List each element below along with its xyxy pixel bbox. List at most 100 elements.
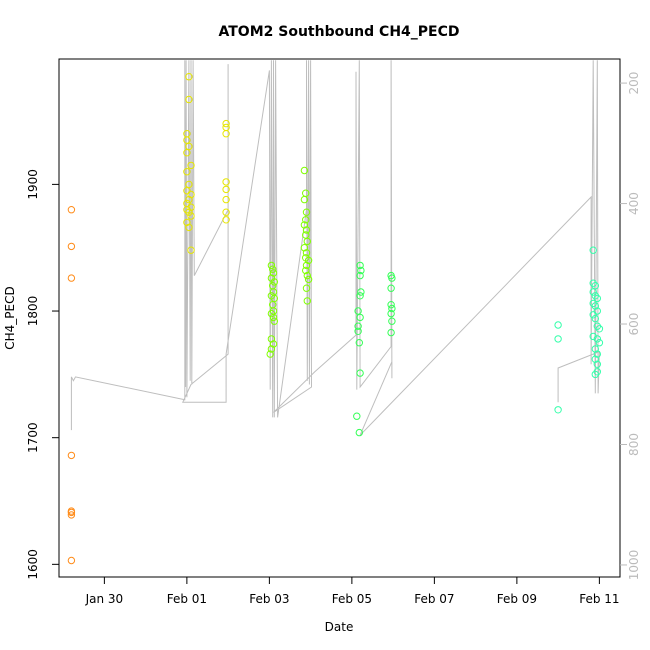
data-point	[593, 335, 601, 343]
data-point	[267, 345, 276, 353]
data-point	[355, 339, 363, 347]
data-point	[303, 271, 311, 280]
data-point	[357, 288, 365, 296]
chart-title: ATOM2 Southbound CH4_PECD	[219, 24, 460, 40]
data-point	[356, 313, 364, 322]
x-axis-label: Date	[325, 620, 354, 634]
data-point	[185, 195, 193, 204]
data-point	[356, 369, 364, 377]
data-point	[183, 218, 191, 227]
data-point	[302, 226, 311, 234]
data-point	[185, 95, 193, 104]
data-point	[554, 406, 562, 414]
y2-tick-label: 1000	[627, 550, 641, 581]
data-point	[304, 256, 313, 265]
data-point	[67, 556, 76, 565]
data-point	[67, 274, 76, 282]
data-point	[387, 309, 395, 318]
data-point	[187, 203, 195, 211]
data-point	[303, 297, 311, 305]
data-point	[591, 314, 599, 323]
data-point	[595, 339, 604, 347]
data-point	[589, 279, 597, 287]
data-point	[300, 195, 309, 204]
data-point	[357, 266, 365, 275]
data-point	[183, 149, 191, 157]
data-point	[591, 282, 599, 290]
data-point	[387, 328, 395, 337]
data-point	[185, 73, 193, 81]
x-tick-label: Feb 01	[167, 592, 207, 606]
data-point	[267, 261, 276, 270]
data-point	[595, 325, 604, 333]
data-point	[354, 327, 362, 335]
data-point	[302, 261, 311, 270]
data-point	[187, 212, 195, 220]
data-point	[591, 355, 599, 363]
data-point	[300, 244, 309, 252]
x-tick-label: Feb 05	[332, 592, 372, 606]
data-point	[269, 265, 277, 273]
data-point	[554, 321, 562, 329]
data-point	[270, 317, 278, 325]
data-point	[185, 223, 193, 232]
data-point	[67, 242, 76, 251]
data-point	[67, 511, 76, 519]
data-point	[267, 335, 276, 343]
x-tick-label: Jan 30	[85, 592, 124, 606]
data-point	[270, 278, 278, 286]
data-point	[183, 206, 191, 214]
data-points	[67, 73, 604, 565]
data-point	[387, 284, 395, 292]
data-point	[67, 508, 76, 517]
data-point	[591, 302, 599, 310]
data-point	[355, 428, 363, 437]
y2-tick-label: 400	[627, 192, 641, 215]
data-point	[222, 185, 230, 194]
data-point	[300, 166, 309, 175]
y2-tick-label: 600	[627, 313, 641, 336]
y-axis-label: CH4_PECD	[3, 286, 17, 349]
y-tick-label: 1900	[26, 169, 40, 200]
data-point	[354, 322, 362, 330]
data-point	[354, 307, 362, 315]
data-point	[222, 178, 230, 186]
data-point	[187, 246, 195, 254]
data-point	[267, 309, 276, 318]
y-axis: 1600 1700 1800 1900	[26, 169, 59, 580]
data-point	[67, 451, 76, 460]
x-tick-label: Feb 07	[414, 592, 454, 606]
plot-frame	[58, 58, 621, 578]
data-point	[356, 261, 364, 270]
data-point	[185, 208, 193, 216]
y-tick-label: 1700	[26, 422, 40, 453]
data-point	[593, 368, 601, 376]
data-point	[187, 161, 195, 170]
data-point	[593, 350, 601, 358]
y2-axis: 200 400 600 800 1000	[620, 72, 641, 581]
y-tick-label: 1800	[26, 296, 40, 327]
data-point	[300, 221, 309, 229]
data-point	[302, 208, 311, 216]
data-point	[593, 360, 601, 368]
data-point	[222, 119, 230, 128]
data-point	[222, 216, 230, 224]
data-point	[388, 317, 396, 325]
data-point	[302, 249, 311, 257]
x-axis: Jan 30 Feb 01 Feb 03 Feb 05 Feb 07 Feb 09 Feb …	[85, 577, 620, 606]
data-point	[269, 313, 278, 322]
data-point	[183, 187, 191, 195]
data-point	[589, 246, 597, 254]
data-point	[388, 274, 396, 282]
data-point	[554, 335, 562, 343]
data-point	[222, 208, 230, 216]
data-point	[269, 340, 278, 348]
x-tick-label: Feb 03	[249, 592, 289, 606]
x-tick-label: Feb 09	[497, 592, 537, 606]
data-point	[304, 275, 313, 284]
data-point	[356, 292, 364, 300]
data-point	[589, 332, 597, 341]
data-point	[222, 130, 230, 138]
